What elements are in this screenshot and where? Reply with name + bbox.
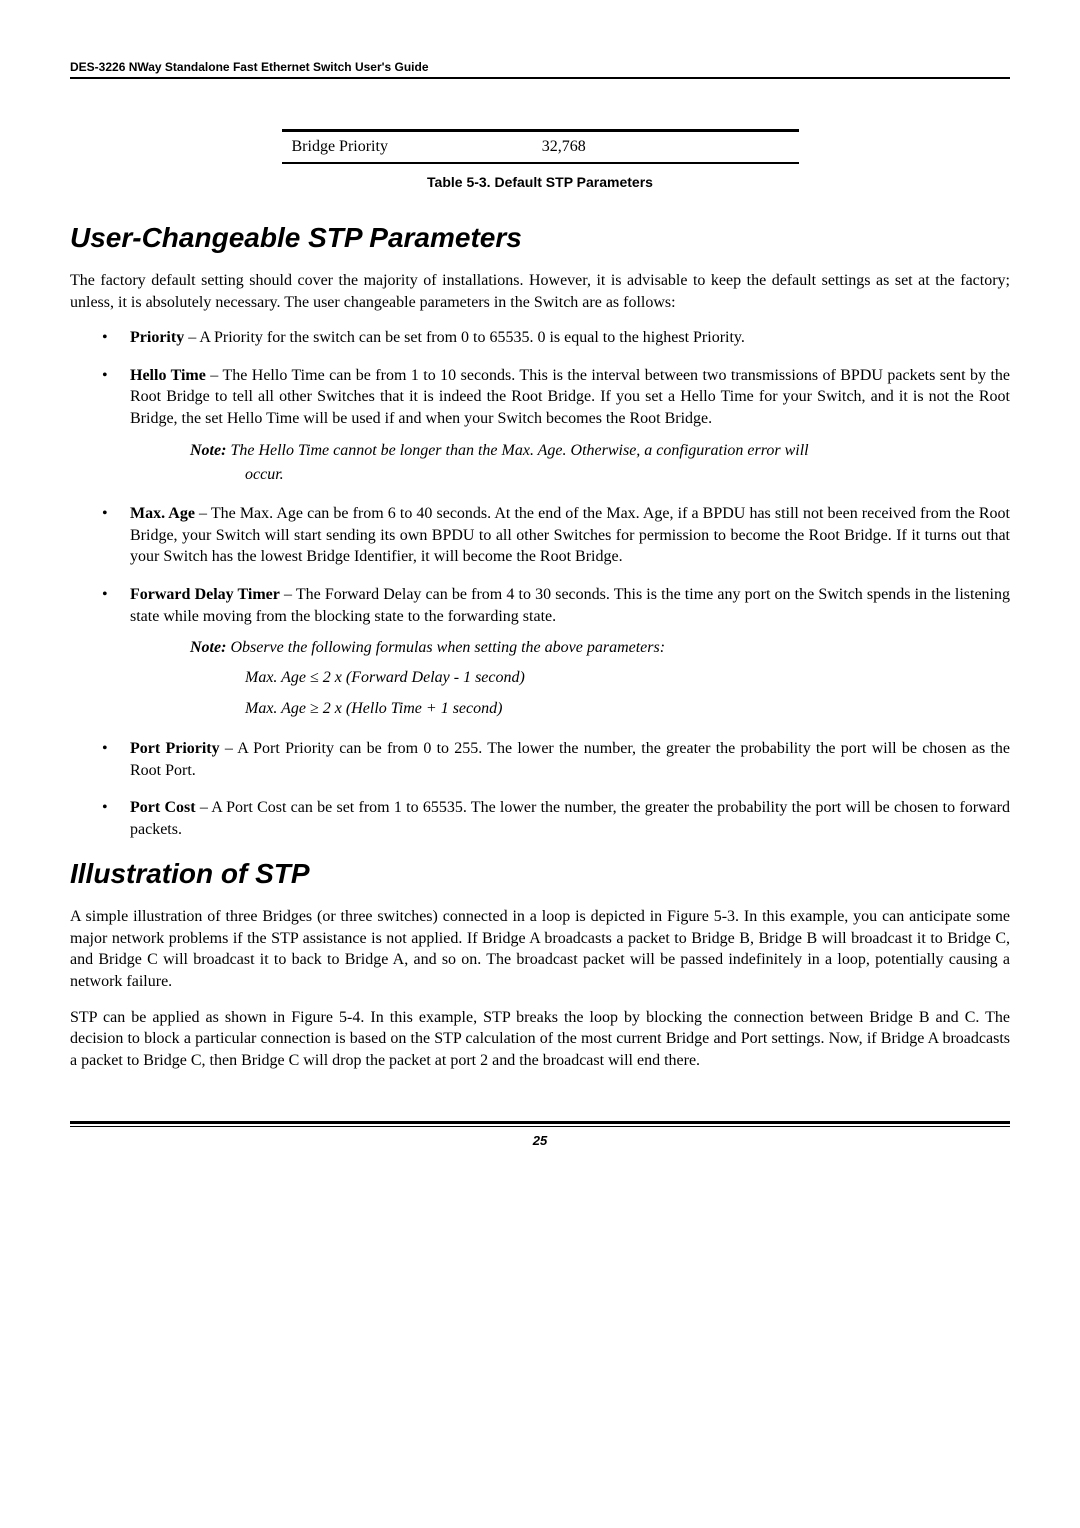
- formula-line: Max. Age ≤ 2 x (Forward Delay - 1 second…: [130, 665, 1010, 691]
- parameter-list: Priority – A Priority for the switch can…: [70, 327, 1010, 840]
- list-item: Priority – A Priority for the switch can…: [70, 327, 1010, 349]
- table-cell-value: 32,768: [532, 131, 670, 164]
- formula-line: Max. Age ≥ 2 x (Hello Time + 1 second): [130, 696, 1010, 722]
- table-cell-label: Bridge Priority: [282, 131, 532, 164]
- list-item: Hello Time – The Hello Time can be from …: [70, 365, 1010, 487]
- body-paragraph: A simple illustration of three Bridges (…: [70, 906, 1010, 992]
- stp-default-table: Bridge Priority 32,768: [282, 129, 799, 164]
- note-indent: occur.: [130, 463, 1010, 487]
- term: Max. Age: [130, 505, 195, 522]
- footer-rule: [70, 1121, 1010, 1127]
- table-row: Bridge Priority 32,768: [282, 131, 799, 164]
- term: Priority: [130, 329, 184, 346]
- term: Hello Time: [130, 367, 206, 384]
- note-block: Note: The Hello Time cannot be longer th…: [130, 440, 1010, 462]
- note-label: Note:: [190, 639, 226, 656]
- heading-user-changeable: User-Changeable STP Parameters: [70, 222, 1010, 254]
- term: Port Priority: [130, 740, 220, 757]
- page-number: 25: [70, 1133, 1010, 1148]
- list-item: Port Cost – A Port Cost can be set from …: [70, 797, 1010, 840]
- term-text: – A Priority for the switch can be set f…: [184, 329, 745, 346]
- page-header: DES-3226 NWay Standalone Fast Ethernet S…: [70, 60, 1010, 79]
- term-text: – The Max. Age can be from 6 to 40 secon…: [130, 505, 1010, 565]
- list-item: Max. Age – The Max. Age can be from 6 to…: [70, 503, 1010, 568]
- term: Port Cost: [130, 799, 196, 816]
- note-body: Observe the following formulas when sett…: [226, 639, 665, 656]
- note-label: Note:: [190, 442, 226, 459]
- list-item: Port Priority – A Port Priority can be f…: [70, 738, 1010, 781]
- intro-paragraph: The factory default setting should cover…: [70, 270, 1010, 313]
- term-text: – The Hello Time can be from 1 to 10 sec…: [130, 367, 1010, 427]
- term-text: – A Port Cost can be set from 1 to 65535…: [130, 799, 1010, 838]
- table-caption: Table 5-3. Default STP Parameters: [70, 174, 1010, 190]
- term-text: – A Port Priority can be from 0 to 255. …: [130, 740, 1010, 779]
- note-body: The Hello Time cannot be longer than the…: [226, 442, 808, 459]
- term: Forward Delay Timer: [130, 586, 280, 603]
- page-footer: 25: [70, 1121, 1010, 1148]
- heading-illustration: Illustration of STP: [70, 858, 1010, 890]
- list-item: Forward Delay Timer – The Forward Delay …: [70, 584, 1010, 722]
- note-block: Note: Observe the following formulas whe…: [130, 637, 1010, 659]
- body-paragraph: STP can be applied as shown in Figure 5-…: [70, 1007, 1010, 1072]
